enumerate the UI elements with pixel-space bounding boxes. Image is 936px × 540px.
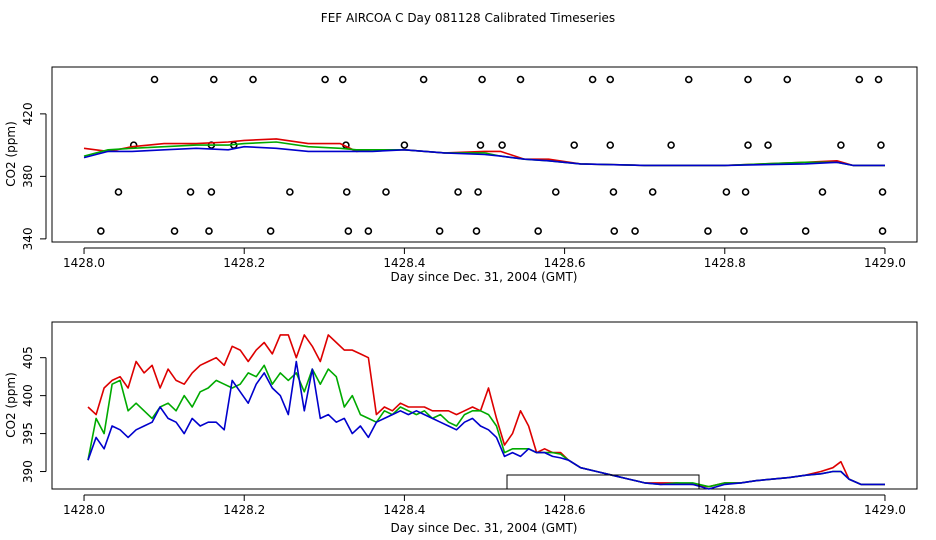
data-point-marker	[818, 188, 827, 196]
x-tick-label: 1428.0	[63, 256, 105, 270]
data-point-marker	[382, 188, 390, 196]
data-point-marker	[609, 188, 618, 196]
data-point-marker	[476, 141, 485, 149]
data-point-marker	[606, 141, 615, 149]
y-tick-label: 400	[21, 384, 35, 407]
data-point-marker	[534, 227, 542, 235]
data-point-marker	[874, 75, 883, 84]
x-tick-label: 1428.2	[223, 256, 265, 270]
data-point-marker	[516, 75, 525, 84]
data-point-marker	[150, 75, 159, 84]
x-tick-label: 1428.8	[704, 256, 746, 270]
x-axis-label-bottom: Day since Dec. 31, 2004 (GMT)	[391, 521, 578, 535]
y-tick-label: 390	[21, 460, 35, 483]
data-point-marker	[783, 75, 792, 84]
data-point-marker	[400, 141, 409, 149]
data-point-marker	[877, 141, 885, 149]
data-point-marker	[478, 75, 486, 84]
data-point-marker	[631, 227, 639, 235]
data-point-marker	[97, 227, 105, 235]
plot-frame-top	[51, 66, 918, 243]
data-point-marker	[170, 227, 179, 235]
data-point-marker	[186, 188, 195, 196]
series-group-bottom	[87, 334, 885, 490]
chart-panel-top: Day since Dec. 31, 2004 (GMT) CO2 (ppm) …	[4, 66, 918, 284]
chart-panel-bottom: Day since Dec. 31, 2004 (GMT) CO2 (ppm) …	[4, 321, 918, 535]
x-tick-label: 1429.0	[864, 256, 906, 270]
data-point-marker	[338, 75, 347, 84]
series-line-blue	[83, 145, 885, 167]
data-point-marker	[364, 227, 373, 235]
chart-title: FEF AIRCOA C Day 081128 Calibrated Times…	[321, 11, 615, 25]
x-tick-label: 1428.6	[544, 503, 586, 517]
data-point-marker	[684, 75, 693, 84]
data-point-marker	[419, 75, 428, 84]
data-point-marker	[878, 227, 887, 235]
y-tick-label: 380	[21, 165, 35, 188]
data-point-marker	[435, 227, 444, 235]
y-tick-label: 405	[21, 346, 35, 369]
data-point-marker	[570, 141, 579, 149]
data-point-marker	[551, 188, 560, 196]
data-point-marker	[764, 141, 772, 149]
data-point-marker	[321, 75, 329, 84]
x-tick-label: 1429.0	[864, 503, 906, 517]
data-point-marker	[878, 188, 887, 196]
data-point-marker	[740, 227, 748, 235]
annotation-box	[506, 474, 700, 490]
plot-frame-bottom	[51, 321, 918, 490]
data-point-marker	[498, 141, 506, 149]
data-point-marker	[801, 227, 810, 235]
y-tick-label: 340	[21, 227, 35, 250]
series-line-blue	[87, 360, 885, 490]
series-group-top	[83, 138, 885, 167]
x-tick-label: 1428.2	[223, 503, 265, 517]
data-point-marker	[741, 188, 750, 196]
axis-ticks-top: 1428.0 1428.2 1428.4 1428.6 1428.8 1429.0 340 3…	[21, 102, 906, 270]
data-point-marker	[344, 227, 353, 235]
x-tick-label: 1428.4	[383, 503, 425, 517]
data-point-marker	[114, 188, 123, 196]
x-tick-label: 1428.6	[544, 256, 586, 270]
data-point-marker	[342, 188, 351, 196]
data-point-marker	[610, 227, 619, 235]
x-tick-label: 1428.4	[383, 256, 425, 270]
y-tick-label: 395	[21, 422, 35, 445]
data-point-marker	[704, 227, 712, 235]
x-axis-label-top: Day since Dec. 31, 2004 (GMT)	[391, 270, 578, 284]
y-axis-label-top: CO2 (ppm)	[4, 121, 18, 187]
data-point-marker	[722, 188, 731, 196]
data-point-marker	[205, 227, 213, 235]
data-point-marker	[855, 75, 864, 84]
data-point-marker	[207, 188, 216, 196]
series-line-green	[87, 364, 885, 488]
marker-group-top	[97, 75, 887, 235]
data-point-marker	[588, 75, 597, 84]
data-point-marker	[606, 75, 615, 84]
data-point-marker	[744, 75, 752, 84]
data-point-marker	[667, 141, 675, 149]
series-line-red	[87, 334, 885, 488]
data-point-marker	[286, 188, 294, 196]
data-point-marker	[474, 188, 482, 196]
data-point-marker	[266, 227, 275, 235]
x-tick-label: 1428.8	[704, 503, 746, 517]
data-point-marker	[837, 141, 845, 149]
data-point-marker	[249, 75, 257, 84]
y-tick-label: 420	[21, 102, 35, 125]
y-axis-label-bottom: CO2 (ppm)	[4, 372, 18, 438]
data-point-marker	[454, 188, 462, 196]
data-point-marker	[744, 141, 752, 149]
data-point-marker	[472, 227, 481, 235]
x-tick-label: 1428.0	[63, 503, 105, 517]
data-point-marker	[209, 75, 218, 84]
axis-ticks-bottom: 1428.0 1428.2 1428.4 1428.6 1428.8 1429.0 390 3…	[21, 346, 906, 517]
data-point-marker	[648, 188, 657, 196]
